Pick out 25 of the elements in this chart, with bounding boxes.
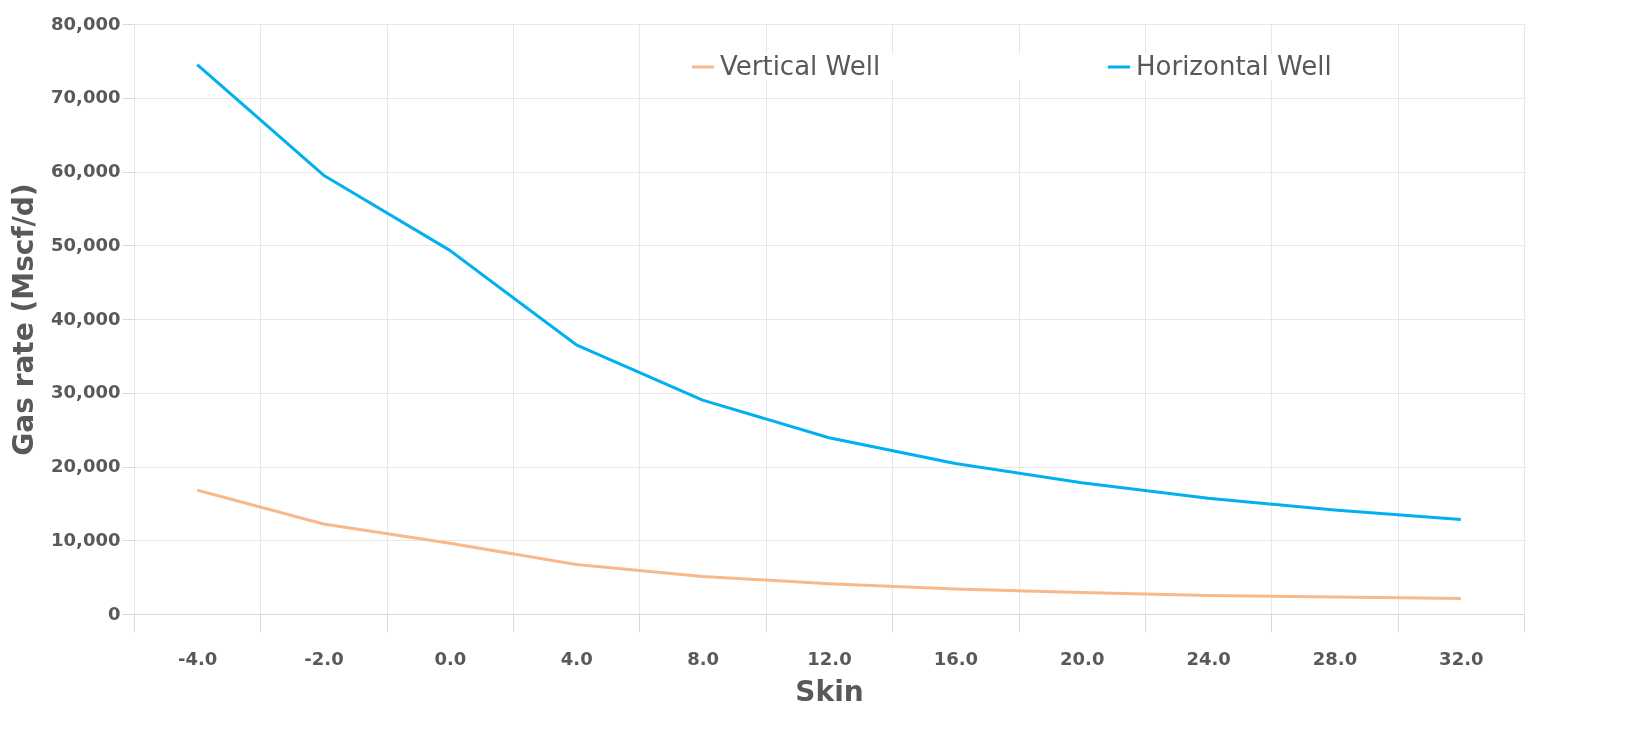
- x-tick-label: 8.0: [687, 647, 720, 669]
- y-tick-label: 50,000: [51, 233, 121, 255]
- x-axis-title: Skin: [795, 674, 864, 708]
- x-tick-label: 24.0: [1186, 647, 1231, 669]
- x-tick-label: -2.0: [304, 647, 344, 669]
- x-tick-label: -4.0: [178, 647, 218, 669]
- x-tick-label: 12.0: [807, 647, 852, 669]
- x-tick-label: 16.0: [933, 647, 979, 669]
- y-tick-label: 80,000: [51, 12, 121, 34]
- x-tick-label: 0.0: [434, 647, 467, 669]
- line-series: [195, 488, 1463, 601]
- y-tick-label: 0: [107, 602, 121, 624]
- y-tick-label: 10,000: [51, 528, 121, 550]
- x-tick-label: 4.0: [560, 647, 593, 669]
- x-tick-label: 20.0: [1060, 647, 1105, 669]
- y-tick-label: 40,000: [51, 307, 121, 329]
- y-tick-label: 20,000: [51, 455, 121, 476]
- x-tick-label: 32.0: [1439, 647, 1484, 669]
- x-tick-label: 28.0: [1312, 647, 1358, 669]
- legend-label: Vertical Well: [720, 51, 881, 81]
- y-tick-label: 30,000: [51, 381, 121, 403]
- y-tick-label: 60,000: [51, 160, 121, 181]
- y-axis-title: Gas rate (Mscf/d): [7, 183, 41, 456]
- legend-label: Horizontal Well: [1136, 51, 1332, 81]
- y-tick-label: 70,000: [51, 86, 121, 108]
